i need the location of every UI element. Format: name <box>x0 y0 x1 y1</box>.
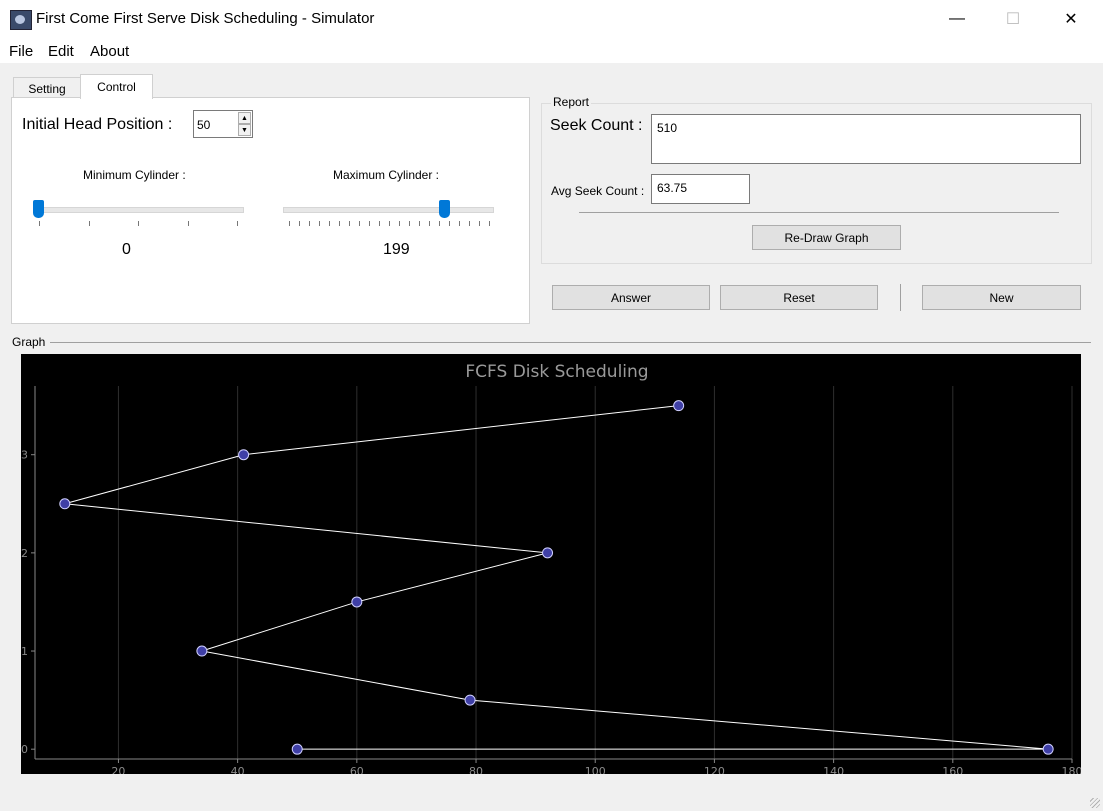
y-tick-label: 0 <box>21 743 28 756</box>
max-cylinder-slider-handle[interactable] <box>439 200 451 218</box>
max-cylinder-slider[interactable] <box>283 207 494 213</box>
maximize-button[interactable]: ☐ <box>1005 11 1021 28</box>
y-tick-label: 1 <box>21 645 28 658</box>
series-line <box>64 405 1049 750</box>
avg-seek-count-label: Avg Seek Count : <box>551 184 645 198</box>
menu-about[interactable]: About <box>90 43 130 60</box>
data-point <box>673 400 685 412</box>
x-tick-label: 40 <box>231 765 245 774</box>
seek-count-field[interactable]: 510 <box>651 114 1081 164</box>
slider-tick <box>339 221 340 226</box>
max-cylinder-value: 199 <box>383 241 410 258</box>
menu-file[interactable]: File <box>9 43 34 60</box>
slider-tick <box>379 221 380 226</box>
menu-bar <box>0 38 1103 63</box>
graph-canvas[interactable]: FCFS Disk Scheduling 20 40 60 80 100 120 140 160… <box>21 354 1081 774</box>
seek-count-label: Seek Count : <box>550 117 643 134</box>
x-tick-label: 160 <box>942 765 963 774</box>
close-button[interactable]: ✕ <box>1064 11 1078 28</box>
report-divider <box>579 212 1059 213</box>
slider-tick <box>399 221 400 226</box>
min-cylinder-value: 0 <box>122 241 131 258</box>
slider-tick <box>188 221 189 226</box>
x-tick-label: 60 <box>350 765 364 774</box>
chart-title: FCFS Disk Scheduling <box>465 362 648 382</box>
button-separator <box>900 284 901 311</box>
slider-tick <box>89 221 90 226</box>
spin-down-arrow-icon[interactable]: ▼ <box>238 124 251 136</box>
minimize-button[interactable]: — <box>949 10 965 27</box>
slider-tick <box>319 221 320 226</box>
menu-edit[interactable]: Edit <box>48 43 74 60</box>
x-tick-label: 80 <box>469 765 483 774</box>
slider-tick <box>459 221 460 226</box>
slider-tick <box>237 221 238 226</box>
tab-setting[interactable]: Setting <box>13 77 81 99</box>
x-tick-label: 140 <box>823 765 844 774</box>
redraw-graph-button[interactable]: Re-Draw Graph <box>752 225 901 250</box>
data-point <box>196 645 208 657</box>
x-tick-label: 180 <box>1062 765 1082 774</box>
max-cylinder-label: Maximum Cylinder : <box>333 168 440 182</box>
avg-seek-count-field[interactable]: 63.75 <box>651 174 750 204</box>
spin-up-arrow-icon[interactable]: ▲ <box>238 112 251 124</box>
reset-button[interactable]: Reset <box>720 285 878 310</box>
title-bar <box>0 0 1103 38</box>
slider-tick <box>329 221 330 226</box>
slider-tick <box>299 221 300 226</box>
data-point <box>1042 743 1054 755</box>
slider-tick <box>419 221 420 226</box>
report-group <box>541 103 1092 264</box>
min-cylinder-label: Minimum Cylinder : <box>83 168 186 182</box>
y-tick-label: 3 <box>21 449 28 462</box>
slider-tick <box>389 221 390 226</box>
slider-tick <box>39 221 40 226</box>
slider-tick <box>359 221 360 226</box>
data-point <box>464 694 476 706</box>
slider-tick <box>439 221 440 226</box>
x-tick-label: 20 <box>111 765 125 774</box>
seek-count-value: 510 <box>657 121 678 135</box>
head-position-spinbox[interactable]: 50 ▲ ▼ <box>193 110 253 138</box>
avg-seek-count-value: 63.75 <box>657 181 688 195</box>
answer-button[interactable]: Answer <box>552 285 710 310</box>
slider-tick <box>369 221 370 226</box>
min-cylinder-slider[interactable] <box>33 207 244 213</box>
data-point <box>542 547 554 559</box>
slider-tick <box>489 221 490 226</box>
slider-tick <box>449 221 450 226</box>
x-tick-label: 120 <box>704 765 725 774</box>
head-position-label: Initial Head Position : <box>22 116 173 133</box>
slider-tick <box>289 221 290 226</box>
slider-tick <box>138 221 139 226</box>
data-point <box>291 743 303 755</box>
app-icon <box>10 10 32 30</box>
slider-tick <box>479 221 480 226</box>
slider-tick <box>429 221 430 226</box>
x-tick-label: 100 <box>585 765 606 774</box>
y-tick-label: 2 <box>21 547 28 560</box>
slider-tick <box>309 221 310 226</box>
graph-group-label: Graph <box>12 335 46 349</box>
graph-group-divider <box>50 342 1091 343</box>
data-point <box>351 596 363 608</box>
head-position-value: 50 <box>197 118 211 132</box>
slider-tick <box>469 221 470 226</box>
window-title: First Come First Serve Disk Scheduling -… <box>36 10 375 27</box>
tab-control[interactable]: Control <box>80 74 153 99</box>
data-point <box>59 498 71 510</box>
report-group-label: Report <box>551 95 592 109</box>
slider-tick <box>409 221 410 226</box>
resize-grip-icon[interactable] <box>1090 798 1100 808</box>
data-point <box>238 449 250 461</box>
new-button[interactable]: New <box>922 285 1081 310</box>
min-cylinder-slider-handle[interactable] <box>33 200 44 218</box>
slider-tick <box>349 221 350 226</box>
